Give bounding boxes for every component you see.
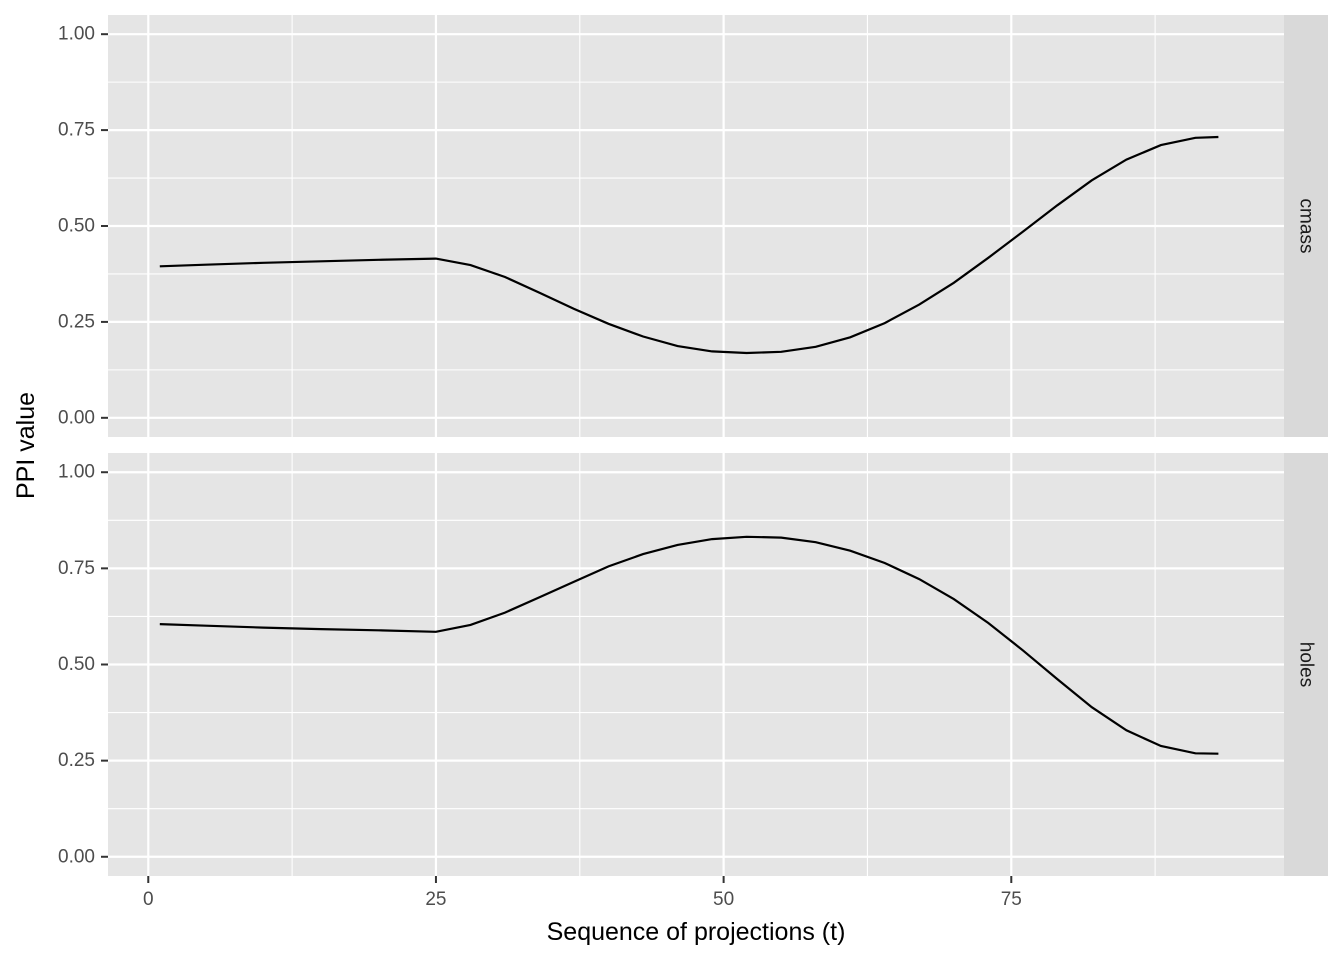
facet-strip	[1284, 15, 1328, 437]
y-tick-label: 0.50	[58, 216, 95, 237]
tick-layer: 0.00 0.25 0.50 0.75 1.00 0.00 0.25 0.50 0.75 1.00…	[58, 24, 1022, 910]
x-tick-label: 0	[143, 889, 154, 910]
x-axis-title: Sequence of projections (t)	[547, 918, 846, 946]
facet-strip	[1284, 453, 1328, 876]
facet-panels: cmass holes	[108, 15, 1328, 876]
x-tick-label: 75	[1001, 889, 1022, 910]
y-tick-label: 0.75	[58, 558, 95, 579]
y-tick-label: 1.00	[58, 462, 95, 483]
series-line-cmass	[159, 135, 1219, 355]
facet-strip-label: cmass	[1296, 199, 1317, 254]
facet-panel-cmass: cmass	[108, 15, 1328, 437]
y-tick-label: 0.50	[58, 654, 95, 675]
y-tick-label: 0.25	[58, 750, 95, 771]
x-tick-label: 50	[713, 889, 734, 910]
series-line-holes	[159, 535, 1219, 755]
y-tick-label: 0.00	[58, 846, 95, 867]
facet-strip-label: holes	[1296, 642, 1317, 687]
facet-panel-holes: holes	[108, 453, 1328, 876]
y-tick-label: 0.00	[58, 407, 95, 428]
y-tick-label: 0.75	[58, 120, 95, 141]
x-tick-label: 25	[425, 889, 446, 910]
y-tick-label: 0.25	[58, 311, 95, 332]
y-tick-label: 1.00	[58, 24, 95, 45]
y-axis-title: PPI value	[12, 392, 40, 499]
